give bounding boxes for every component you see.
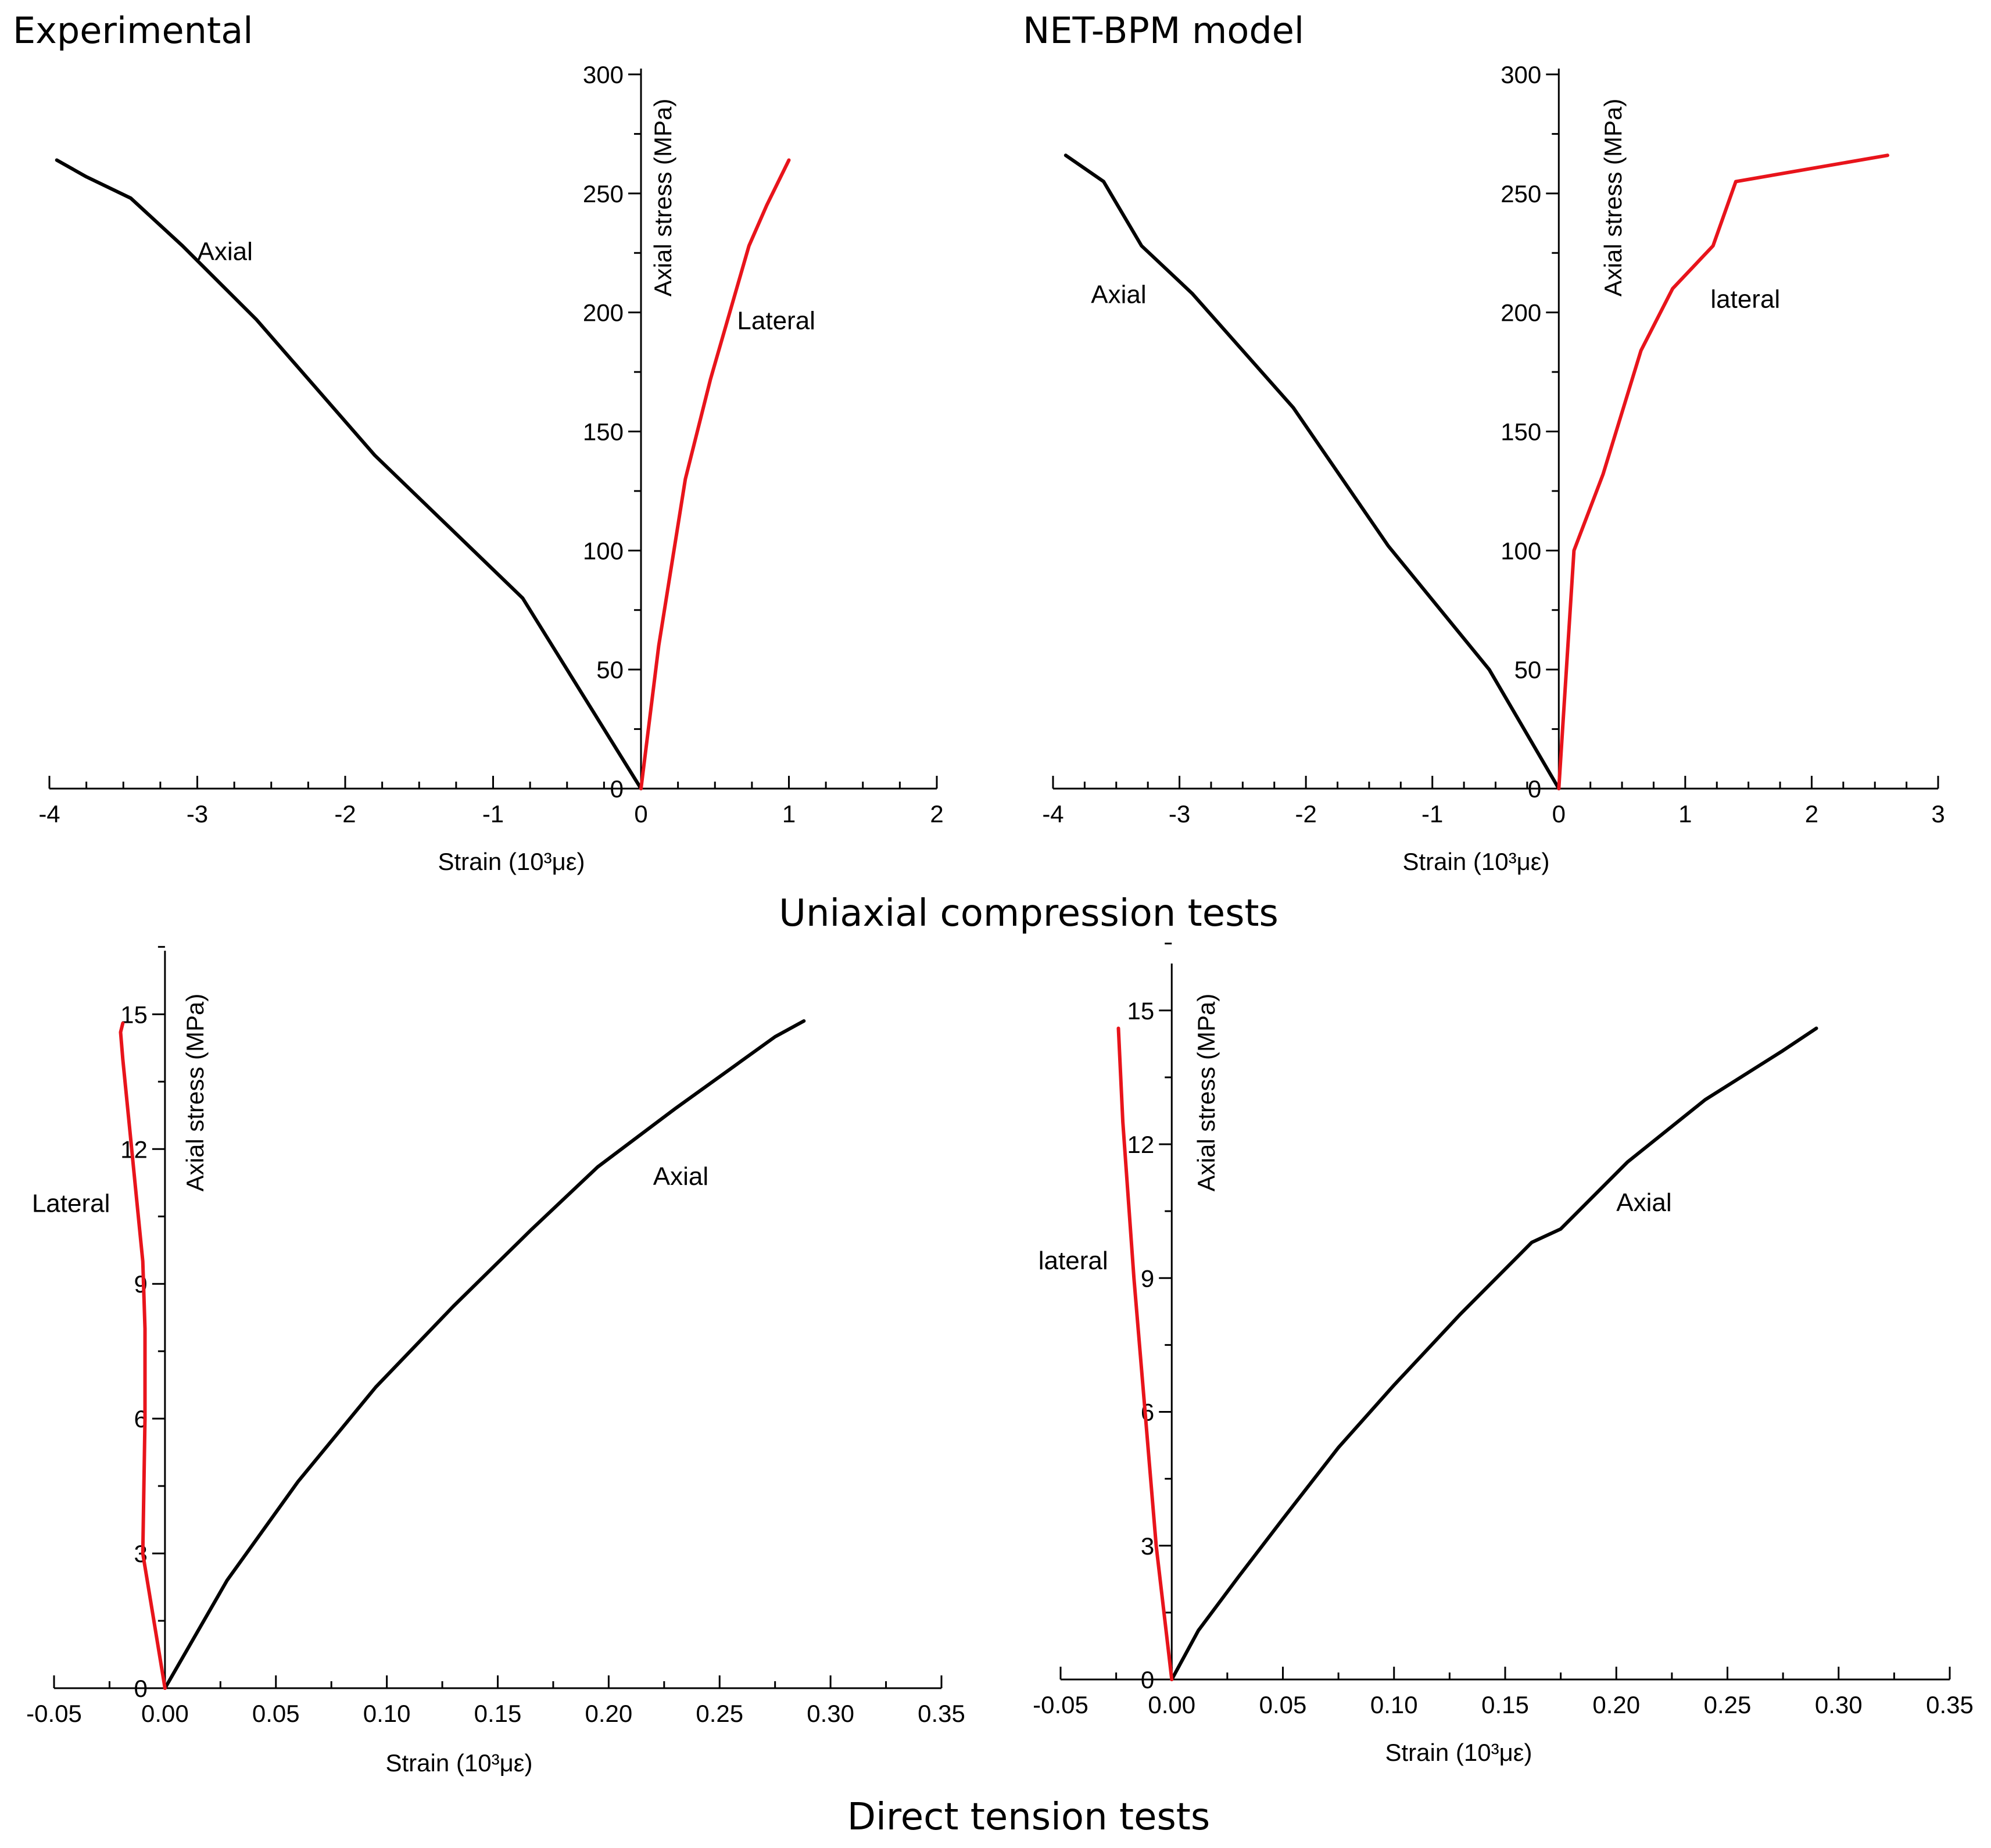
y-tick-label: 200 (583, 299, 624, 327)
lateral-series-line (639, 158, 791, 790)
y-tick-label: 0 (134, 1675, 148, 1702)
experimental-tension-chart: -0.05 0.00 0.05 0.10 0.15 0.20 0.25 0.30 0.35036… (26, 946, 965, 1777)
y-axis-label: Axial stress (MPa) (1599, 99, 1627, 297)
experimental-compression-chart: -4 -3 -2 -1 0 1 2 0 50 100 150 200 250 300 Strain (10³… (38, 61, 943, 875)
y-axis-label: Axial stress (MPa) (649, 99, 676, 297)
x-tick-label: 0.30 (1815, 1691, 1863, 1718)
x-tick-label: -4 (38, 800, 60, 828)
y-tick-label: 15 (120, 1001, 148, 1028)
y-tick-label: 0 (1141, 1666, 1154, 1693)
series-annotation: lateral (1039, 1247, 1108, 1275)
y-tick-label: 9 (1141, 1265, 1154, 1292)
x-tick-label: 0.15 (1481, 1691, 1529, 1718)
x-tick-label: 0.35 (1926, 1691, 1974, 1718)
y-tick-label: 100 (1501, 537, 1541, 564)
x-tick-label: 0.20 (585, 1700, 633, 1727)
x-tick-label: 2 (930, 800, 943, 828)
y-axis-label: Axial stress (MPa) (1193, 994, 1220, 1192)
y-tick-label: 100 (583, 537, 624, 564)
x-tick-label: 0 (634, 800, 647, 828)
y-tick-label: 50 (1514, 656, 1542, 683)
y-tick-label: 150 (583, 418, 624, 446)
x-tick-label: 3 (1931, 800, 1945, 828)
x-axis-label: Strain (10³με) (386, 1749, 533, 1777)
net-bpm-header: NET-BPM model (1023, 9, 1304, 52)
axial-series-line (55, 158, 643, 790)
series-annotation: Axial (198, 238, 253, 266)
net-bpm-tension-chart: -0.05 0.00 0.05 0.10 0.15 0.20 0.25 0.30 0.35036… (1033, 943, 1974, 1766)
x-tick-label: -0.05 (1033, 1691, 1088, 1718)
x-tick-label: -1 (1421, 800, 1443, 828)
x-axis-label: Strain (10³με) (1385, 1739, 1532, 1766)
x-tick-label: -2 (334, 800, 356, 828)
direct-tension-title: Direct tension tests (847, 1796, 1210, 1839)
x-tick-label: -3 (187, 800, 208, 828)
series-annotation: Axial (1616, 1188, 1671, 1217)
lateral-series-line (1116, 1026, 1174, 1681)
lateral-series-line (1557, 153, 1889, 790)
x-tick-label: 0.00 (141, 1700, 189, 1727)
series-annotation: Axial (1091, 280, 1146, 309)
x-tick-label: -0.05 (26, 1700, 82, 1727)
x-tick-label: 0.15 (474, 1700, 522, 1727)
x-tick-label: -3 (1169, 800, 1190, 828)
series-annotation: lateral (1710, 285, 1780, 313)
x-tick-label: -2 (1295, 800, 1316, 828)
series-annotation: Axial (653, 1162, 708, 1191)
x-axis-label: Strain (10³με) (438, 848, 585, 875)
x-axis-label: Strain (10³με) (1403, 848, 1550, 875)
y-tick-label: 15 (1127, 997, 1155, 1025)
series-annotation: Lateral (737, 306, 815, 335)
x-tick-label: 0.25 (696, 1700, 743, 1727)
y-tick-label: 300 (583, 61, 624, 88)
y-tick-label: 150 (1501, 418, 1541, 446)
x-tick-label: 0.05 (1259, 1691, 1307, 1718)
y-tick-label: 0 (610, 775, 624, 803)
net-bpm-compression-chart: -4 -3 -2 -1 0 1 2 3 0 50 100 150 200 250 300 Strain (10… (1042, 61, 1945, 875)
x-tick-label: 2 (1805, 800, 1818, 828)
x-tick-label: 0.30 (807, 1700, 854, 1727)
x-tick-label: 0.10 (1370, 1691, 1418, 1718)
x-tick-label: 0.05 (252, 1700, 300, 1727)
x-tick-label: 0.20 (1592, 1691, 1640, 1718)
y-tick-label: 300 (1501, 61, 1541, 88)
x-tick-label: 1 (782, 800, 796, 828)
y-tick-label: 0 (1528, 775, 1541, 803)
x-tick-label: 0.10 (363, 1700, 411, 1727)
y-tick-label: 12 (1127, 1131, 1155, 1158)
y-tick-label: 50 (596, 656, 624, 683)
y-tick-label: 250 (1501, 180, 1541, 207)
y-tick-label: 200 (1501, 299, 1541, 327)
series-annotation: Lateral (32, 1189, 110, 1217)
x-tick-label: 0.25 (1704, 1691, 1752, 1718)
axial-series-line (163, 1019, 806, 1690)
axial-series-line (1170, 1026, 1818, 1681)
axial-series-line (1063, 153, 1561, 790)
x-tick-label: 0 (1552, 800, 1566, 828)
x-tick-label: -4 (1042, 800, 1063, 828)
y-axis-label: Axial stress (MPa) (181, 994, 209, 1192)
y-tick-label: 3 (1141, 1532, 1154, 1560)
x-tick-label: 0.00 (1148, 1691, 1195, 1718)
uniaxial-compression-title: Uniaxial compression tests (779, 892, 1279, 935)
lateral-series-line (119, 1021, 167, 1690)
x-tick-label: -1 (482, 800, 504, 828)
experimental-header: Experimental (13, 9, 253, 52)
x-tick-label: 0.35 (918, 1700, 965, 1727)
y-tick-label: 250 (583, 180, 624, 207)
x-tick-label: 1 (1678, 800, 1692, 828)
